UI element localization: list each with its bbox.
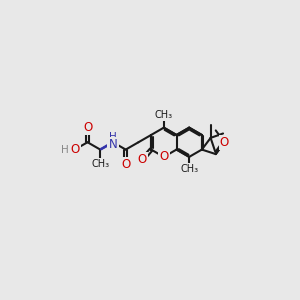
Text: O: O: [138, 153, 147, 166]
Text: H: H: [61, 145, 68, 154]
Text: O: O: [159, 150, 169, 164]
Text: CH₃: CH₃: [180, 164, 198, 174]
Text: CH₃: CH₃: [91, 159, 109, 169]
Text: O: O: [121, 158, 130, 171]
Text: N: N: [109, 138, 117, 151]
Text: O: O: [83, 121, 92, 134]
Text: H: H: [109, 132, 117, 142]
Text: CH₃: CH₃: [155, 110, 173, 120]
Text: O: O: [220, 136, 229, 149]
Text: O: O: [70, 143, 80, 156]
